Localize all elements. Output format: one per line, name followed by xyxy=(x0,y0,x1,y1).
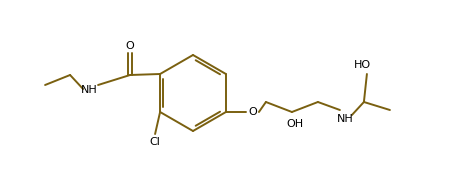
Text: Cl: Cl xyxy=(150,137,161,147)
Text: NH: NH xyxy=(81,85,97,95)
Text: OH: OH xyxy=(286,119,303,129)
Text: O: O xyxy=(248,107,257,117)
Text: O: O xyxy=(126,41,135,51)
Text: NH: NH xyxy=(337,114,353,124)
Text: HO: HO xyxy=(354,60,371,70)
